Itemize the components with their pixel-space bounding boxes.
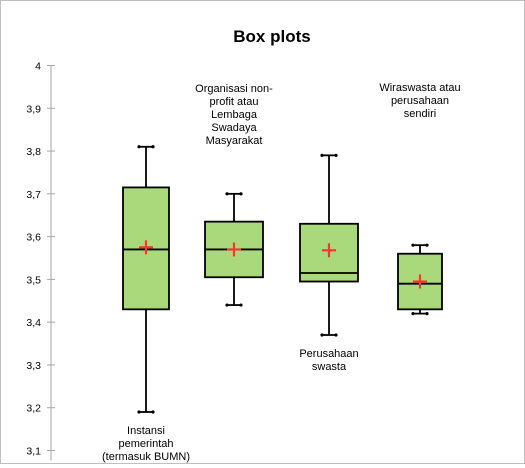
y-tick-label: 3,6 bbox=[26, 232, 41, 244]
y-tick-label: 3,2 bbox=[26, 403, 41, 415]
y-tick-label: 3,4 bbox=[26, 317, 41, 329]
min-cap-dot bbox=[151, 410, 155, 414]
max-cap-dot bbox=[225, 192, 229, 196]
box-1 bbox=[122, 145, 170, 414]
max-cap-dot bbox=[320, 153, 324, 157]
category-label-line: Instansi bbox=[127, 425, 165, 437]
category-label-line: Swadaya bbox=[211, 122, 257, 134]
min-cap-dot bbox=[225, 303, 229, 307]
y-tick-label: 3,1 bbox=[26, 446, 41, 458]
max-cap-dot bbox=[137, 145, 141, 149]
max-cap-dot bbox=[411, 243, 415, 247]
min-cap-dot bbox=[239, 303, 243, 307]
min-cap-dot bbox=[425, 312, 429, 316]
category-label-line: Masyarakat bbox=[206, 135, 263, 147]
category-label-line: (termasuk BUMN) bbox=[102, 451, 190, 463]
y-tick-label: 3,9 bbox=[26, 103, 41, 115]
box-series bbox=[122, 145, 443, 414]
box-2 bbox=[204, 192, 264, 307]
max-cap-dot bbox=[151, 145, 155, 149]
category-label-line: Perusahaan bbox=[299, 348, 358, 360]
min-cap-dot bbox=[334, 333, 338, 337]
category-label-line: Wiraswasta atau bbox=[379, 82, 460, 94]
max-cap-dot bbox=[425, 243, 429, 247]
category-label-line: Organisasi non- bbox=[195, 83, 273, 95]
y-tick-label: 4 bbox=[35, 61, 41, 73]
box-3 bbox=[299, 153, 359, 337]
y-tick-label: 3,3 bbox=[26, 360, 41, 372]
min-cap-dot bbox=[137, 410, 141, 414]
category-label-line: pemerintah bbox=[118, 438, 173, 450]
max-cap-dot bbox=[334, 153, 338, 157]
category-label-line: Lembaga bbox=[211, 109, 258, 121]
y-axis: 4 3,9 3,8 3,7 3,6 3,5 3,4 3,3 3,2 3,1 bbox=[26, 61, 55, 461]
y-tick-label: 3,5 bbox=[26, 274, 41, 286]
min-cap-dot bbox=[411, 312, 415, 316]
category-label-line: perusahaan bbox=[391, 95, 449, 107]
min-cap-dot bbox=[320, 333, 324, 337]
y-tick-label: 3,8 bbox=[26, 146, 41, 158]
max-cap-dot bbox=[239, 192, 243, 196]
category-label-line: profit atau bbox=[210, 96, 259, 108]
y-tick-label: 3,7 bbox=[26, 189, 41, 201]
box-4 bbox=[397, 243, 443, 316]
chart-title: Box plots bbox=[233, 27, 310, 46]
category-label-line: sendiri bbox=[404, 108, 436, 120]
category-label-line: swasta bbox=[312, 361, 347, 373]
